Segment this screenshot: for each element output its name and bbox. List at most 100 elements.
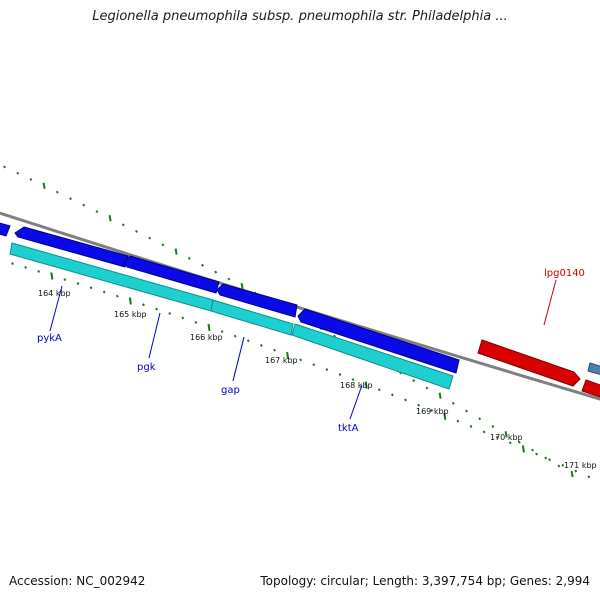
minor-tick [260, 344, 263, 347]
scale-dot [69, 197, 72, 201]
minor-tick [273, 348, 276, 352]
minor-tick [364, 381, 368, 389]
scale-dot [161, 243, 165, 247]
scale-dot [478, 417, 482, 421]
scale-dot [531, 448, 534, 452]
minor-tick [495, 435, 499, 439]
gene-label-pgk: pgk [137, 362, 156, 373]
scale-dot [557, 464, 561, 468]
minor-tick [587, 475, 591, 479]
genome-backbone [0, 211, 600, 401]
scale-dot [174, 248, 178, 255]
cds-feature-arrow [581, 379, 600, 398]
scale-dots [3, 165, 574, 478]
scale-dot [108, 215, 112, 222]
gene-label-pykA: pykA [37, 333, 62, 344]
scale-ticks [11, 262, 591, 479]
minor-tick [561, 463, 565, 467]
tick-label: 167 kbp [265, 356, 298, 365]
minor-tick [89, 286, 93, 290]
minor-tick [24, 266, 27, 269]
minor-tick [76, 282, 80, 286]
scale-dot [42, 182, 46, 189]
minor-tick [115, 294, 119, 298]
minor-tick [63, 278, 67, 281]
minor-tick [574, 469, 578, 473]
minor-tick [128, 297, 132, 305]
scale-dot [95, 210, 99, 214]
minor-tick [508, 441, 512, 445]
scale-dot [29, 178, 33, 181]
scale-dot [504, 431, 508, 438]
tick-label: 168 kbp [340, 381, 373, 390]
gene-leader-line [349, 384, 363, 420]
gene-leader-line [543, 279, 557, 326]
cds-feature-arrow [216, 283, 298, 318]
scale-dot [491, 425, 495, 428]
minor-tick [299, 358, 303, 362]
scale-dot [148, 236, 152, 240]
scale-dot [227, 277, 231, 281]
gene-label-lpg0140: lpg0140 [544, 268, 585, 279]
scale-dot [16, 171, 20, 175]
minor-tick [37, 270, 41, 273]
scale-dot [240, 282, 244, 290]
tick-label: 171 kbp [564, 461, 597, 470]
minor-tick [246, 339, 250, 343]
cds-feature-arrow [297, 308, 460, 374]
rna-segment [210, 299, 294, 336]
minor-tick [456, 419, 460, 423]
cds-feature-arrow [123, 255, 220, 294]
scale-dot [82, 203, 86, 207]
scale-dot [570, 470, 574, 478]
tick-label: 169 kbp [416, 407, 449, 416]
rna-track [9, 242, 454, 390]
minor-tick [155, 307, 158, 311]
minor-tick [325, 368, 329, 372]
minor-tick [548, 458, 551, 462]
gene-labels: pykA pgk gap tktA lpg0140 [37, 268, 585, 434]
scale-dot [201, 263, 204, 267]
minor-tick [443, 412, 447, 420]
scale-dot [438, 392, 442, 399]
minor-tick [469, 425, 473, 428]
minor-tick [404, 398, 407, 402]
minor-tick [312, 363, 316, 367]
tick-label: 170 kbp [490, 433, 523, 442]
scale-dot [451, 401, 455, 405]
tick-labels: 164 kbp 165 kbp 166 kbp 167 kbp 168 kbp 169 k… [38, 289, 597, 470]
cds-feature-arrow [0, 222, 11, 237]
scale-dot [544, 456, 548, 460]
minor-tick [286, 351, 290, 360]
gene-label-gap: gap [221, 385, 240, 396]
scale-dot [517, 440, 521, 444]
rna-segment [291, 323, 454, 390]
minor-tick [233, 334, 237, 338]
minor-tick [351, 378, 355, 382]
minor-tick [207, 323, 211, 332]
cds-track [0, 222, 600, 398]
map-title: Legionella pneumophila subsp. pneumophil… [92, 9, 508, 24]
minor-tick [521, 445, 525, 453]
minor-tick [535, 452, 538, 456]
scale-dot [135, 229, 138, 233]
scale-dot [3, 165, 6, 169]
minor-tick [220, 330, 224, 333]
minor-tick [482, 430, 486, 434]
minor-tick [102, 290, 106, 294]
minor-tick [417, 403, 420, 407]
gene-label-tktA: tktA [338, 423, 359, 434]
cds-feature-arrow [587, 362, 600, 375]
minor-tick [391, 393, 394, 397]
minor-tick [11, 262, 14, 266]
genome-summary-label: Topology: circular; Length: 3,397,754 bp… [260, 574, 590, 588]
minor-tick [194, 320, 198, 324]
minor-tick [377, 388, 381, 392]
cds-feature-arrow [477, 339, 581, 387]
scale-dot [214, 270, 218, 274]
minor-tick [181, 316, 185, 320]
scale-dot [121, 223, 125, 227]
minor-tick [142, 303, 145, 307]
